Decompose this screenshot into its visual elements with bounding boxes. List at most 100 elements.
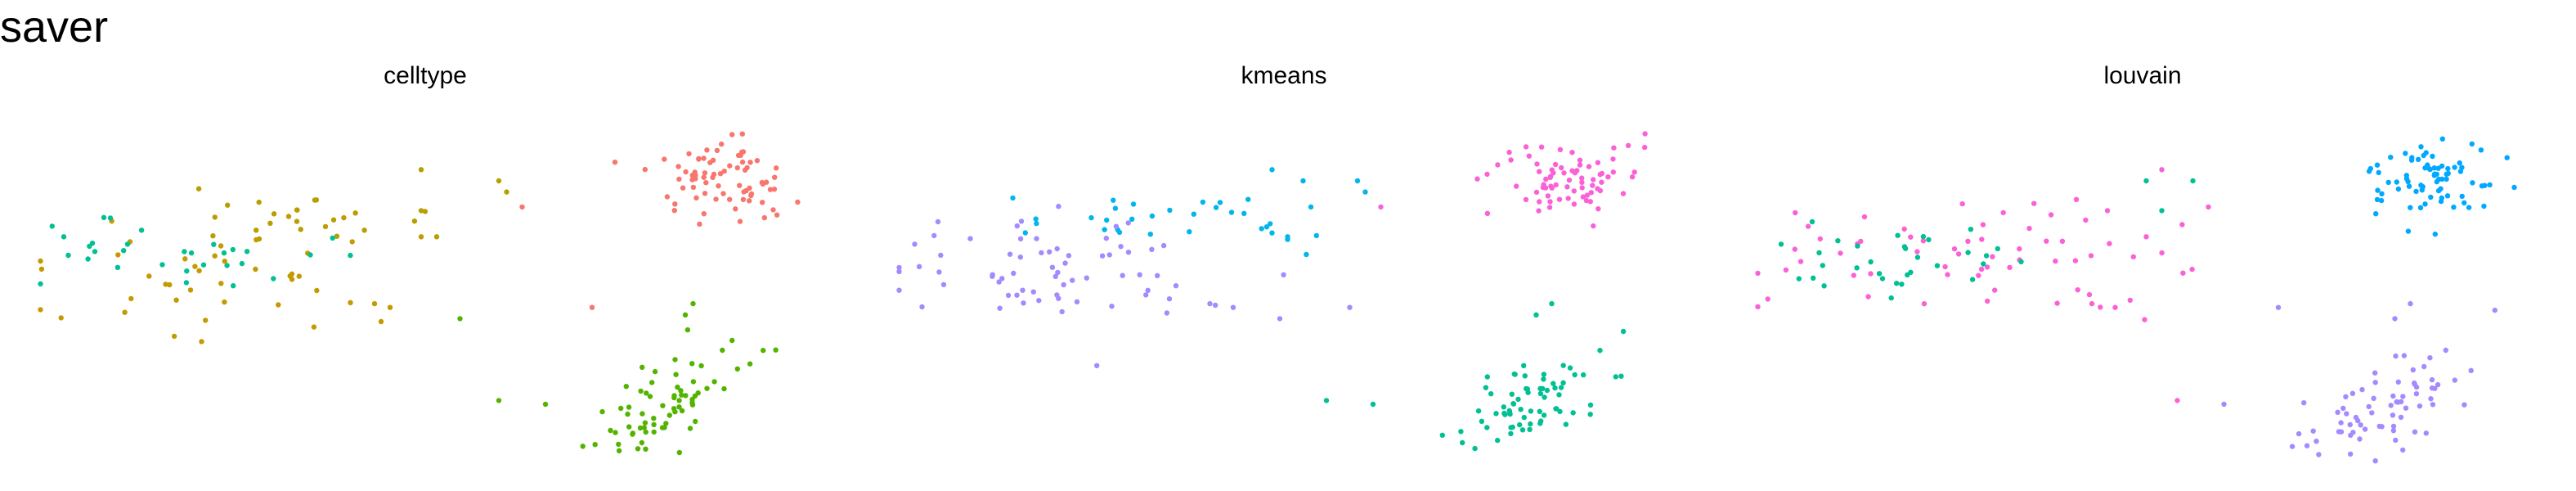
- data-point: [1528, 408, 1534, 414]
- data-point: [1514, 183, 1519, 189]
- data-point: [676, 404, 682, 410]
- data-point: [2107, 241, 2112, 246]
- data-point: [1517, 421, 1523, 428]
- data-point: [729, 337, 735, 344]
- data-point: [2469, 141, 2475, 147]
- data-point: [1277, 316, 1283, 322]
- data-point: [411, 218, 418, 224]
- data-point: [916, 264, 922, 269]
- data-point: [2390, 423, 2397, 430]
- data-point: [1506, 149, 1512, 155]
- data-point: [1281, 272, 1286, 277]
- data-point: [1579, 179, 1585, 185]
- data-point: [496, 178, 502, 184]
- data-point: [349, 239, 355, 245]
- data-point: [1548, 183, 1554, 189]
- data-point: [721, 385, 727, 392]
- data-point: [2366, 403, 2372, 410]
- data-point: [1493, 411, 1499, 417]
- data-point: [2044, 238, 2049, 244]
- data-point: [352, 210, 358, 216]
- data-point: [1484, 171, 1490, 178]
- data-point: [173, 297, 179, 303]
- data-point: [2179, 222, 2185, 227]
- data-point: [666, 412, 672, 418]
- data-point: [2376, 169, 2381, 176]
- data-point: [1591, 223, 1596, 229]
- data-point: [1926, 236, 1932, 243]
- data-point: [496, 398, 502, 403]
- data-point: [896, 287, 902, 293]
- data-point: [1553, 182, 1559, 188]
- data-point: [1116, 229, 1123, 236]
- data-point: [2289, 444, 2296, 449]
- data-point: [2310, 428, 2316, 434]
- data-point: [1479, 418, 1485, 424]
- data-point: [1755, 304, 1761, 309]
- data-point: [1811, 275, 1816, 281]
- data-point: [660, 403, 666, 408]
- data-point: [1551, 381, 1556, 386]
- data-point: [2275, 304, 2282, 310]
- data-point: [931, 232, 937, 239]
- data-point: [1084, 275, 1089, 281]
- data-point: [1796, 276, 1802, 282]
- data-point: [997, 305, 1003, 311]
- data-point: [1536, 208, 1542, 214]
- data-point: [739, 131, 745, 137]
- data-point: [2031, 200, 2037, 206]
- data-point: [580, 444, 586, 449]
- data-point: [760, 181, 766, 187]
- data-point: [2487, 182, 2493, 188]
- data-point: [271, 211, 277, 217]
- data-point: [254, 227, 259, 233]
- data-point: [747, 185, 752, 191]
- data-point: [1054, 246, 1060, 252]
- data-point: [1533, 312, 1539, 318]
- data-point: [1908, 269, 1914, 275]
- data-point: [1143, 292, 1149, 298]
- data-point: [2457, 169, 2464, 174]
- data-point: [1985, 298, 1990, 304]
- data-point: [2435, 176, 2442, 182]
- data-point: [2492, 307, 2497, 313]
- data-point: [1876, 271, 1883, 277]
- data-point: [1965, 250, 1971, 255]
- data-point: [1595, 186, 1600, 191]
- data-point: [2452, 377, 2457, 383]
- data-point: [38, 266, 45, 273]
- data-point: [1793, 209, 1798, 216]
- data-point: [2417, 205, 2424, 210]
- data-point: [1556, 392, 1562, 398]
- data-point: [2054, 300, 2060, 306]
- data-point: [2127, 297, 2133, 304]
- data-point: [1120, 273, 1125, 278]
- data-point: [2083, 217, 2089, 223]
- data-point: [623, 384, 629, 390]
- data-point: [1055, 269, 1061, 276]
- data-point: [1579, 185, 1585, 191]
- data-point: [1570, 410, 1576, 416]
- data-point: [115, 252, 121, 258]
- data-point: [641, 425, 647, 430]
- data-point: [1642, 131, 1648, 137]
- data-point: [642, 166, 648, 173]
- data-point: [1054, 292, 1060, 298]
- data-point: [1519, 427, 1526, 433]
- data-point: [2390, 428, 2397, 434]
- data-point: [643, 429, 648, 435]
- data-point: [2017, 246, 2022, 252]
- data-point: [651, 429, 657, 435]
- data-point: [710, 174, 716, 180]
- data-point: [311, 324, 317, 330]
- data-point: [182, 256, 188, 262]
- data-point: [2413, 384, 2420, 390]
- data-point: [713, 196, 719, 202]
- data-point: [701, 211, 707, 217]
- data-point: [1527, 426, 1533, 432]
- data-point: [1955, 251, 1962, 257]
- data-point: [92, 249, 98, 255]
- data-point: [330, 217, 337, 223]
- data-point: [1921, 301, 1928, 307]
- data-point: [2348, 451, 2354, 457]
